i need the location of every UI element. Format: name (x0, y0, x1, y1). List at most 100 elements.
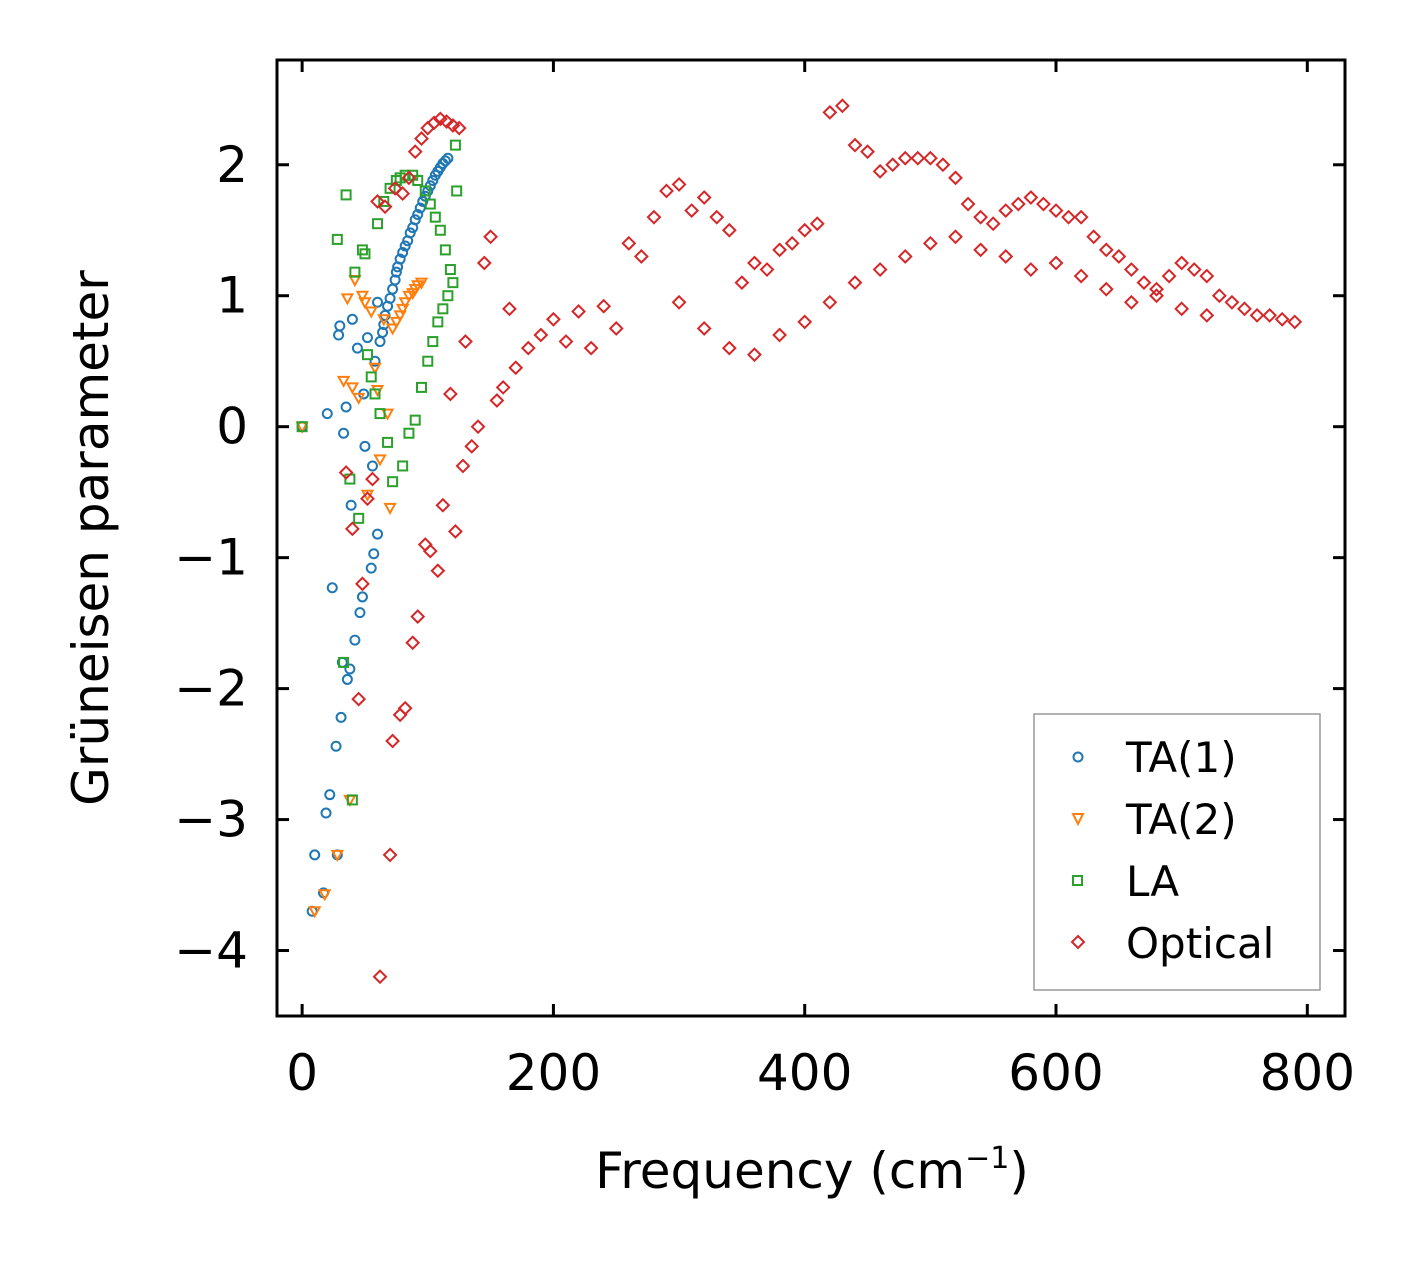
data-point-optical (1098, 242, 1114, 258)
data-point-optical (1061, 209, 1076, 225)
data-point-optical (885, 157, 901, 173)
y-tick-label: −2 (174, 660, 248, 718)
data-point-optical (1174, 301, 1190, 317)
data-point-la (331, 233, 343, 245)
data-point-optical (747, 347, 762, 363)
data-point-ta1 (417, 195, 429, 207)
data-point-ta2 (355, 290, 370, 303)
data-point-ta1 (335, 711, 347, 723)
data-point-ta2 (398, 297, 412, 310)
data-point-ta1 (324, 789, 336, 801)
data-point-ta1 (394, 253, 406, 265)
data-point-ta1 (412, 209, 424, 221)
data-point-optical (1287, 314, 1303, 330)
data-point-ta1 (442, 152, 454, 164)
data-point-optical (973, 209, 989, 225)
x-tick-label: 800 (1260, 1044, 1355, 1102)
data-point-optical (365, 471, 380, 487)
data-point-optical (897, 249, 913, 264)
data-point-optical (772, 327, 788, 343)
data-point-optical (483, 229, 499, 245)
data-point-optical (910, 150, 926, 166)
data-point-optical (922, 150, 938, 166)
legend-marker-la (1072, 875, 1083, 886)
data-point-ta1 (439, 155, 451, 167)
data-point-optical (407, 144, 423, 160)
data-point-ta1 (366, 460, 378, 472)
data-point-ta2 (395, 303, 410, 316)
data-point-optical (372, 969, 388, 985)
data-point-optical (608, 321, 624, 336)
series-optical (338, 98, 1303, 985)
data-point-la (346, 794, 358, 806)
data-point-la (422, 355, 434, 367)
data-point-optical (985, 216, 1001, 232)
data-point-optical (426, 115, 442, 131)
y-axis-label: Grüneisen parameter (62, 270, 120, 806)
plot-frame (275, 58, 1347, 1018)
data-point-la (384, 182, 396, 194)
data-point-optical (533, 327, 549, 343)
data-point-optical (464, 438, 480, 454)
data-point-ta2 (330, 849, 345, 862)
data-point-optical (502, 301, 517, 317)
data-point-optical (1036, 196, 1051, 212)
data-point-optical (1136, 275, 1152, 291)
data-point-optical (948, 170, 963, 186)
data-point-ta1 (368, 548, 380, 560)
legend-marker-ta2 (1071, 813, 1085, 827)
data-point-optical (633, 249, 649, 264)
data-point-la (432, 316, 444, 328)
data-point-optical (822, 104, 838, 120)
data-point-optical (414, 131, 429, 146)
data-point-ta1 (334, 320, 346, 332)
data-point-optical (1123, 294, 1139, 310)
data-point-la (296, 421, 308, 433)
data-point-optical (1023, 262, 1039, 277)
x-tick-label: 0 (286, 1044, 318, 1102)
y-tick-label: 0 (216, 398, 248, 456)
data-point-la (439, 244, 451, 256)
data-point-la (397, 460, 409, 472)
data-point-ta1 (427, 174, 439, 186)
data-point-optical (860, 144, 875, 160)
data-point-optical (395, 186, 411, 201)
data-point-optical (1161, 268, 1177, 284)
data-point-ta2 (393, 310, 407, 323)
data-point-optical (671, 176, 687, 192)
data-point-optical (1086, 229, 1102, 245)
data-point-optical (470, 419, 486, 435)
data-point-optical (489, 393, 505, 408)
data-point-optical (508, 360, 524, 376)
data-point-la (427, 336, 439, 348)
data-point-ta1 (404, 227, 416, 239)
data-point-ta1 (390, 266, 402, 278)
data-point-la (434, 224, 446, 236)
data-point-optical (960, 196, 976, 212)
y-tick-label: −4 (174, 922, 248, 980)
data-point-ta2 (364, 306, 378, 319)
tick-layer: 0 200 400 600 800 −4 −3 −2 −1 0 1 2 (174, 60, 1355, 1102)
data-point-optical (558, 334, 574, 349)
data-point-optical (495, 379, 511, 395)
data-point-optical (709, 209, 725, 225)
x-tick-label: 600 (1008, 1044, 1103, 1102)
data-point-optical (439, 114, 455, 129)
data-point-la (382, 436, 394, 448)
data-point-ta2 (336, 375, 351, 388)
data-point-optical (646, 209, 662, 225)
data-point-optical (370, 194, 385, 209)
data-point-optical (387, 180, 403, 196)
data-point-ta1 (338, 427, 350, 439)
data-point-ta1 (340, 401, 352, 413)
data-point-ta1 (389, 274, 401, 286)
data-point-optical (696, 321, 712, 336)
data-point-optical (430, 563, 446, 579)
data-point-optical (1111, 249, 1127, 264)
data-point-optical (435, 497, 451, 513)
data-point-ta1 (320, 807, 332, 819)
data-point-ta1 (349, 634, 361, 646)
data-point-la (353, 512, 365, 524)
